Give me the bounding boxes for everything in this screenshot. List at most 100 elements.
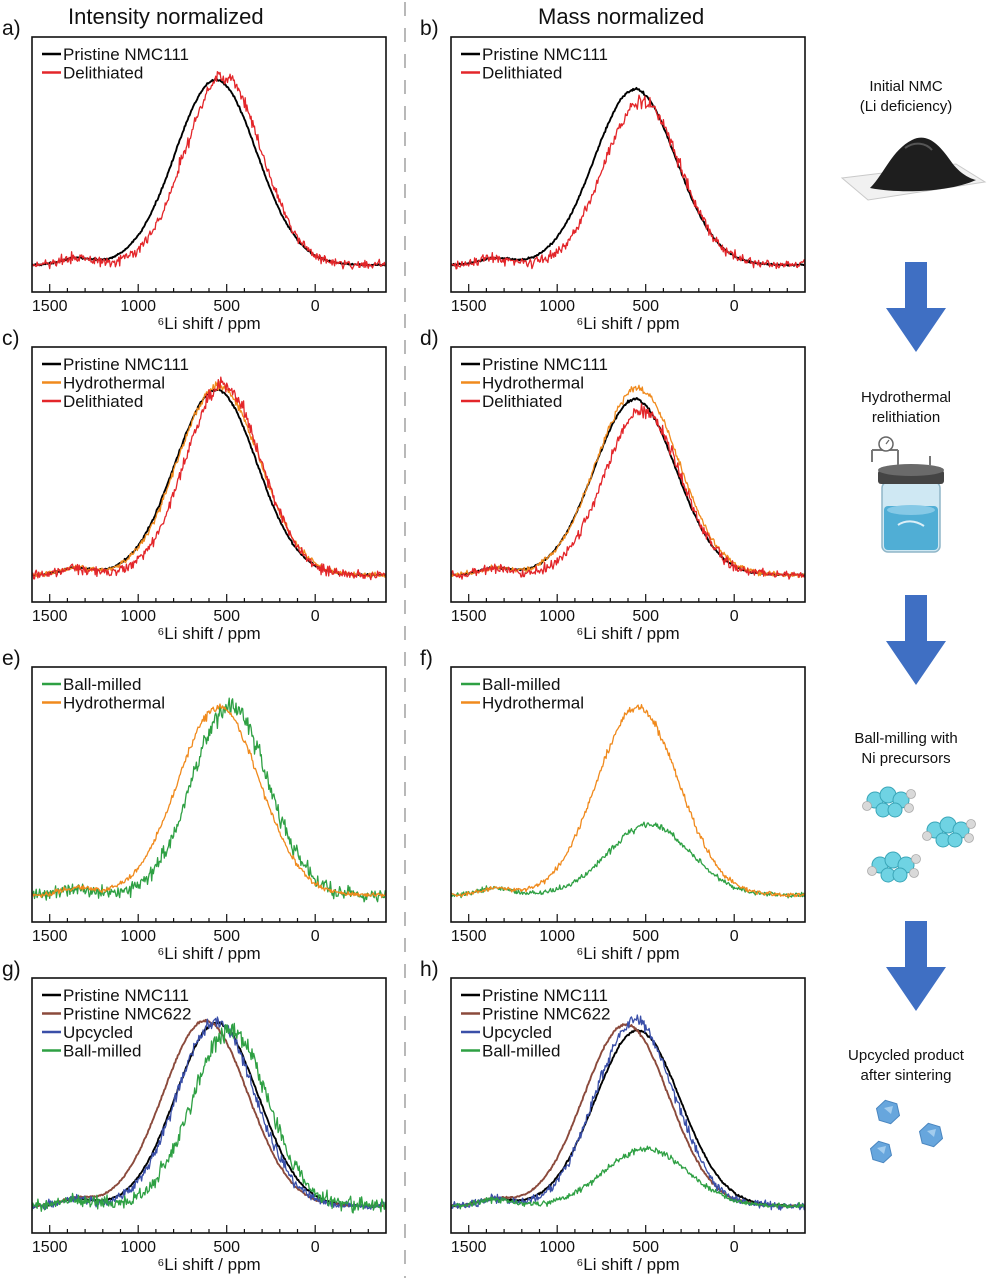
crystal-particles-icon — [869, 1099, 944, 1164]
legend-entry: Upcycled — [482, 1023, 552, 1042]
legend-entry: Pristine NMC622 — [482, 1005, 611, 1024]
panel-label: d) — [420, 327, 439, 350]
chart-panel-e: 1500 1000 500 0 ⁶Li shift / ppm e) Ball-milled… — [2, 647, 387, 963]
chart-panel-c: 1500 1000 500 0 ⁶Li shift / ppm c) Pristine NM… — [2, 327, 387, 643]
chart-panel-h: 1500 1000 500 0 ⁶Li shift / ppm h) Pristine NM… — [420, 958, 806, 1274]
series-line-hydrothermal — [451, 703, 805, 898]
x-tick-label: 1000 — [120, 928, 156, 945]
legend-entry: Pristine NMC622 — [63, 1005, 192, 1024]
x-tick-label: 1500 — [451, 1239, 487, 1256]
series-line-delithiated — [451, 94, 805, 270]
legend-entry: Delithiated — [482, 392, 562, 411]
legend-entry: Pristine NMC111 — [482, 355, 608, 374]
x-axis-label: ⁶Li shift / ppm — [157, 624, 260, 643]
legend-entry: Pristine NMC111 — [63, 986, 189, 1005]
panel-label: a) — [2, 17, 21, 40]
x-tick-label: 1500 — [32, 1239, 68, 1256]
series-line-ball-milled — [32, 697, 386, 903]
panel-label: g) — [2, 958, 21, 981]
legend-entry: Ball-milled — [482, 675, 560, 694]
chart-panel-f: 1500 1000 500 0 ⁶Li shift / ppm f) Ball-milled… — [420, 647, 806, 963]
x-tick-label: 0 — [311, 1239, 320, 1256]
chart-panel-g: 1500 1000 500 0 ⁶Li shift / ppm g) Pristine NM… — [2, 958, 387, 1274]
legend-entry: Pristine NMC111 — [63, 45, 189, 64]
x-tick-label: 500 — [632, 298, 659, 315]
series-line-upcycled — [32, 1016, 386, 1210]
series-line-hydrothermal — [32, 703, 386, 898]
series-line-delithiated — [32, 376, 386, 581]
process-step-label-1: Initial NMC (Li deficiency) — [816, 77, 996, 117]
process-step-label-4: Upcycled product after sintering — [816, 1046, 996, 1086]
powder-pile-icon — [840, 137, 987, 201]
column-title-intensity: Intensity normalized — [68, 4, 264, 29]
x-tick-label: 1500 — [32, 298, 68, 315]
legend-entry: Ball-milled — [63, 675, 141, 694]
x-tick-label: 1500 — [451, 928, 487, 945]
process-step-line: (Li deficiency) — [859, 98, 953, 115]
x-tick-label: 1000 — [539, 298, 575, 315]
legend-entry: Upcycled — [63, 1023, 133, 1042]
panel-label: c) — [2, 327, 20, 350]
x-tick-label: 500 — [632, 928, 659, 945]
x-tick-label: 1000 — [120, 608, 156, 625]
series-line-delithiated — [451, 403, 805, 580]
process-step-line: relithiation — [871, 409, 941, 426]
x-tick-label: 500 — [632, 608, 659, 625]
chart-panel-a: 1500 1000 500 0 ⁶Li shift / ppm a) Pristine NM… — [2, 17, 387, 333]
x-tick-label: 1500 — [32, 928, 68, 945]
series-line-delithiated — [32, 71, 386, 270]
legend-entry: Delithiated — [482, 64, 562, 83]
process-arrow-1 — [886, 262, 946, 352]
x-tick-label: 0 — [311, 298, 320, 315]
x-axis-label: ⁶Li shift / ppm — [157, 944, 260, 963]
legend-entry: Hydrothermal — [482, 694, 584, 713]
x-tick-label: 0 — [730, 928, 739, 945]
series-line-pristine-nmc111 — [32, 77, 386, 267]
legend-entry: Hydrothermal — [63, 694, 165, 713]
panel-label: f) — [420, 647, 433, 670]
panel-label: h) — [420, 958, 439, 981]
legend-entry: Pristine NMC111 — [482, 45, 608, 64]
legend-entry: Ball-milled — [482, 1042, 560, 1061]
column-title-mass: Mass normalized — [538, 4, 705, 29]
process-step-line: Upcycled product — [848, 1047, 964, 1064]
legend-entry: Delithiated — [63, 64, 143, 83]
x-tick-label: 1000 — [539, 1239, 575, 1256]
x-tick-label: 1500 — [32, 608, 68, 625]
x-tick-label: 1000 — [539, 928, 575, 945]
legend-entry: Hydrothermal — [482, 374, 584, 393]
x-tick-label: 0 — [311, 928, 320, 945]
chart-panel-d: 1500 1000 500 0 ⁶Li shift / ppm d) Pristine NM… — [420, 327, 806, 643]
series-line-ball-milled — [451, 1145, 805, 1210]
legend-entry: Ball-milled — [63, 1042, 141, 1061]
x-tick-label: 1500 — [451, 298, 487, 315]
series-line-ball-milled — [32, 1022, 386, 1214]
x-tick-label: 500 — [213, 298, 240, 315]
x-tick-label: 500 — [632, 1239, 659, 1256]
process-step-line: Hydrothermal — [860, 389, 952, 406]
x-tick-label: 500 — [213, 1239, 240, 1256]
process-step-label-2: Hydrothermal relithiation — [816, 388, 996, 428]
x-tick-label: 1500 — [451, 608, 487, 625]
x-tick-label: 1000 — [120, 298, 156, 315]
series-line-pristine-nmc111 — [451, 1029, 805, 1208]
legend-entry: Pristine NMC111 — [63, 355, 189, 374]
x-axis-label: ⁶Li shift / ppm — [576, 1255, 679, 1274]
x-axis-label: ⁶Li shift / ppm — [576, 944, 679, 963]
process-step-line: Initial NMC — [869, 78, 943, 95]
x-tick-label: 1000 — [120, 1239, 156, 1256]
x-tick-label: 0 — [730, 1239, 739, 1256]
x-tick-label: 0 — [730, 608, 739, 625]
x-tick-label: 500 — [213, 928, 240, 945]
process-arrow-3 — [886, 921, 946, 1011]
x-axis-label: ⁶Li shift / ppm — [576, 624, 679, 643]
x-tick-label: 1000 — [539, 608, 575, 625]
series-line-ball-milled — [451, 821, 805, 899]
panel-label: b) — [420, 17, 439, 40]
process-step-label-3: Ball-milling with Ni precursors — [816, 729, 996, 769]
legend-entry: Pristine NMC111 — [482, 986, 608, 1005]
molecule-icon — [862, 786, 976, 883]
series-line-pristine-nmc111 — [32, 388, 386, 577]
legend-entry: Delithiated — [63, 392, 143, 411]
x-axis-label: ⁶Li shift / ppm — [157, 314, 260, 333]
